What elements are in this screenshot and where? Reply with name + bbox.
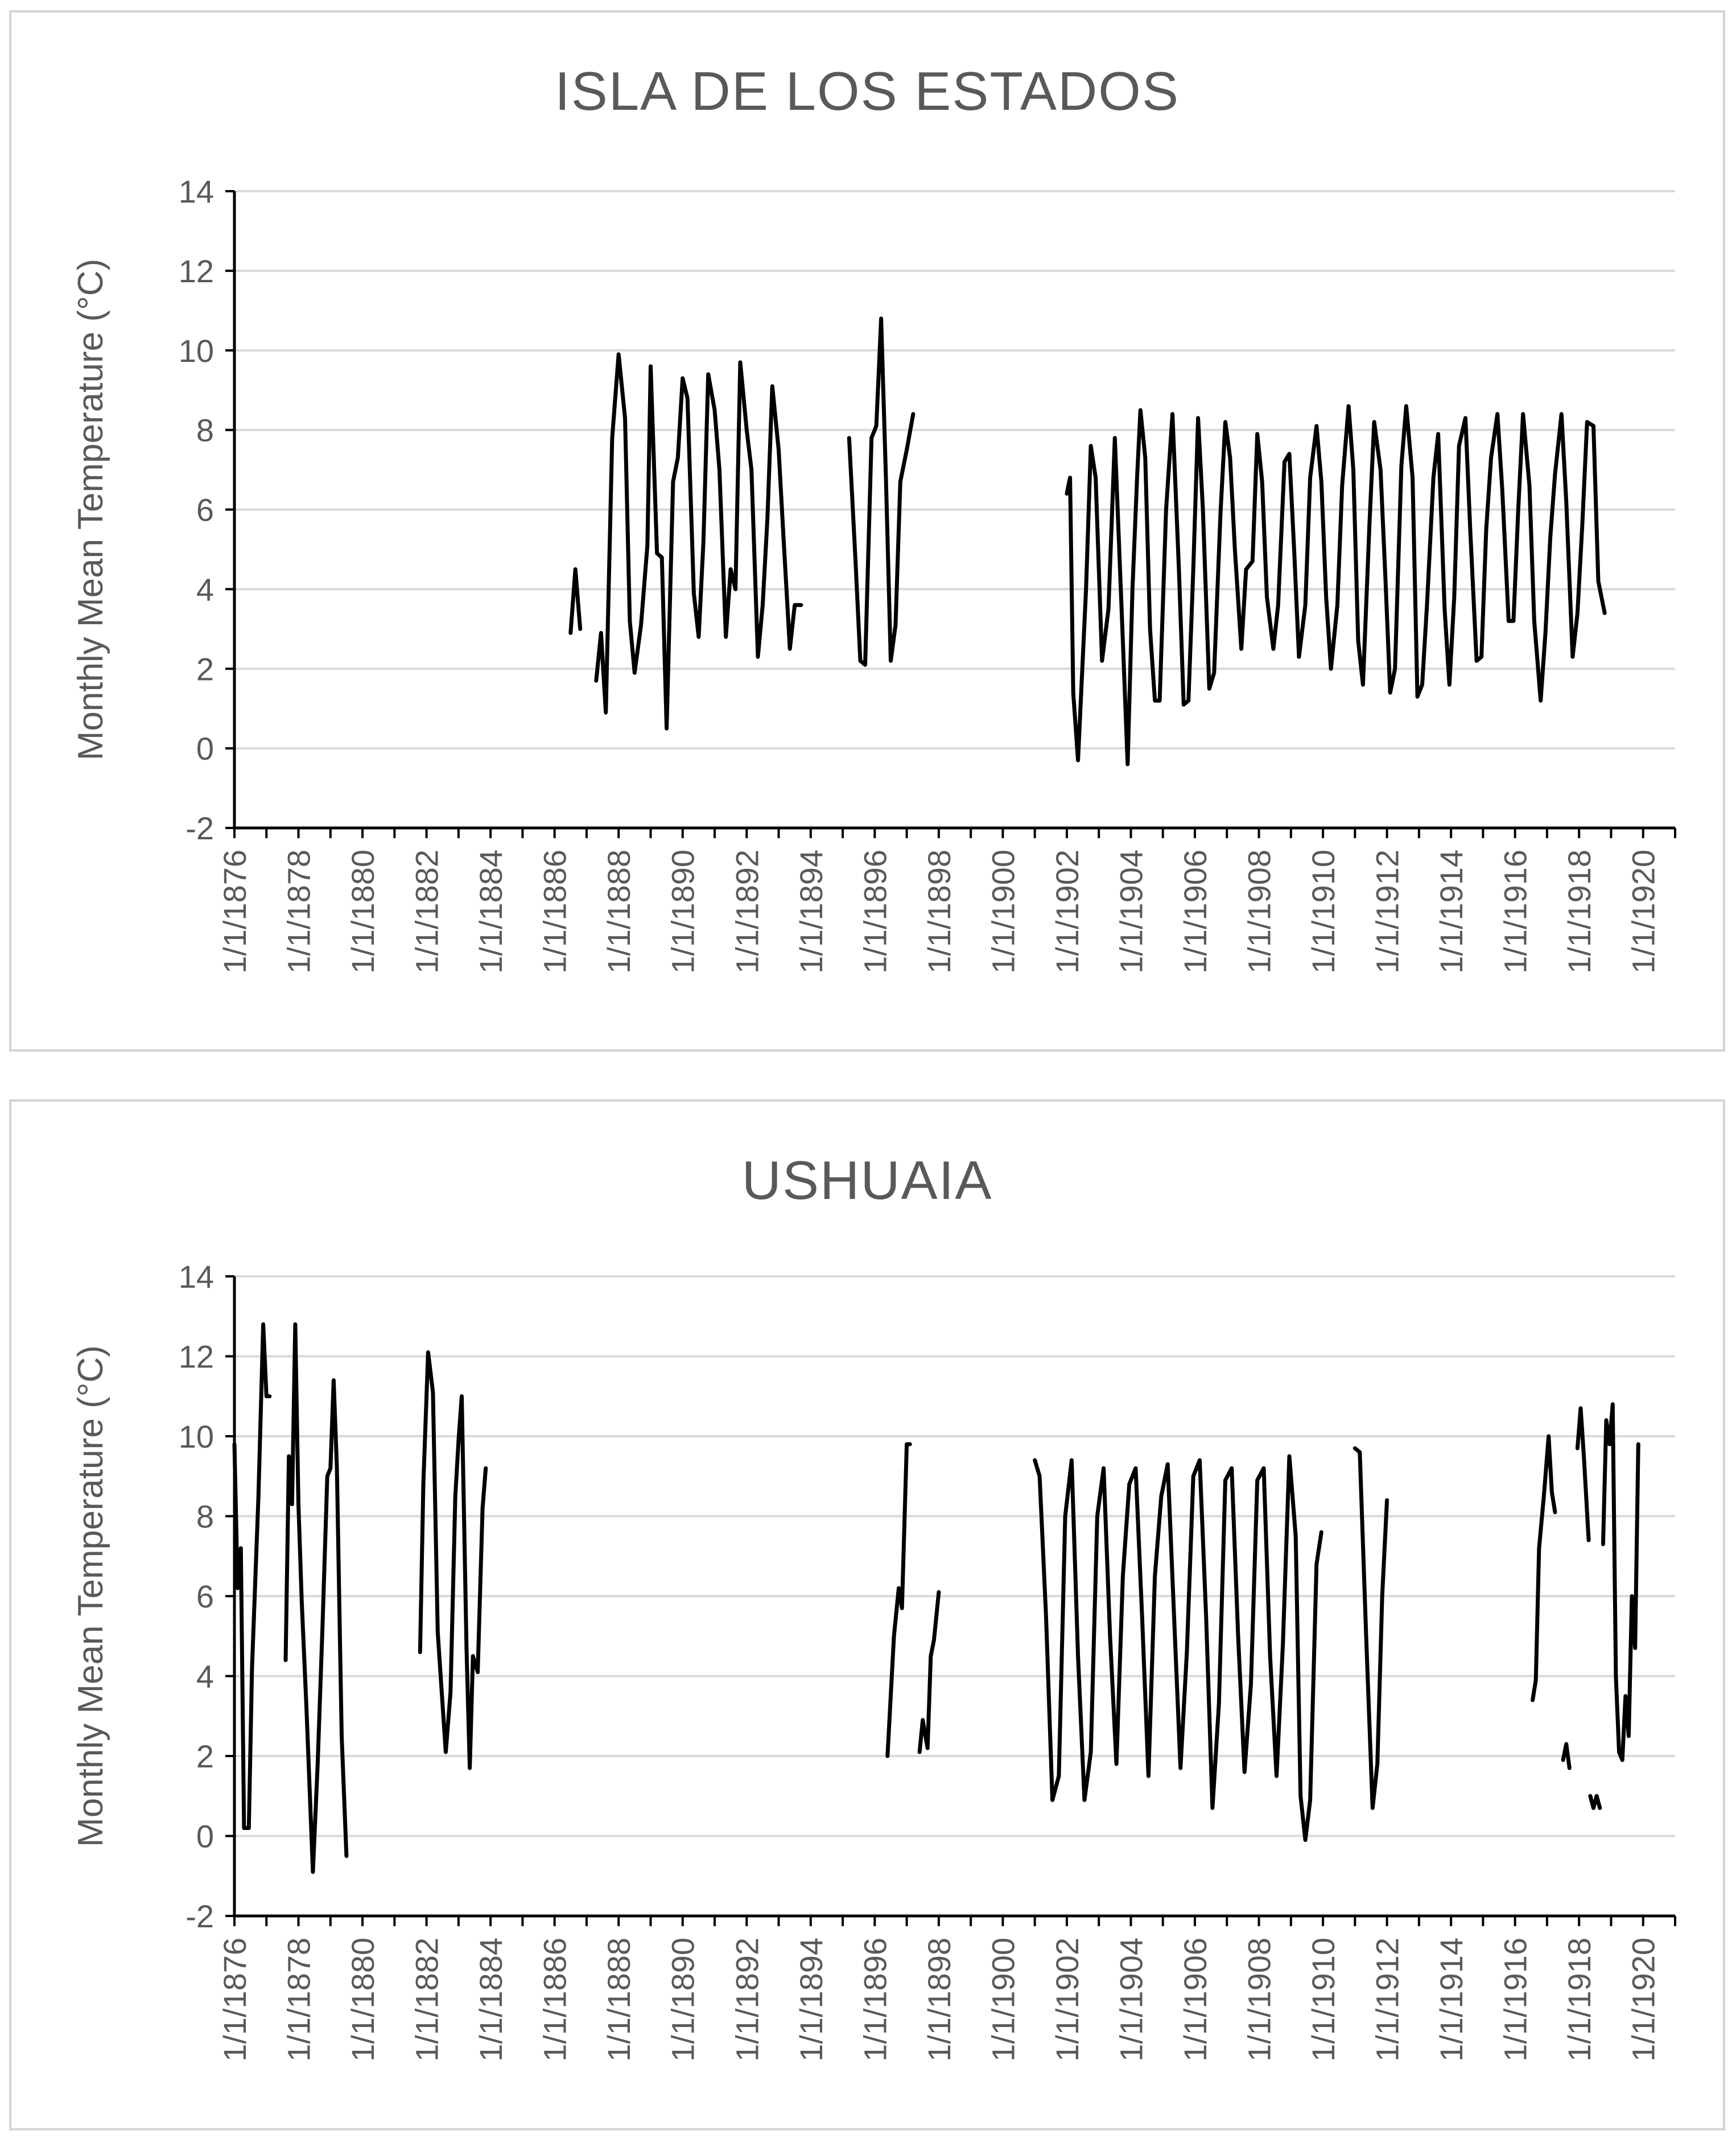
series-line-segment	[283, 1322, 349, 1874]
x-tick-label: 1/1/1910	[1305, 1938, 1341, 2062]
x-tick-label: 1/1/1878	[281, 1938, 317, 2062]
x-tick-label: 1/1/1920	[1626, 850, 1661, 974]
x-tick-label: 1/1/1890	[665, 1938, 701, 2062]
series-line-segment	[1352, 1446, 1389, 1810]
x-tick-label: 1/1/1890	[665, 850, 701, 974]
y-tick-label: 6	[196, 492, 214, 528]
x-tick-label: 1/1/1910	[1305, 850, 1341, 974]
chart-plot-ushuaia: -2 0 2 4 6 8 10 12 14 1/1/1876 1/1/1878 1/1/1880 1/1…	[71, 1259, 1676, 2062]
chart-panel-ushuaia: USHUAIA -2 0 2 4 6 8 10 12 14 1/1/1876 1/1/1878 1/1…	[9, 1099, 1725, 2130]
x-tick-label: 1/1/1884	[473, 850, 509, 974]
series-line-segment	[418, 1350, 488, 1770]
x-tick-label: 1/1/1916	[1498, 850, 1533, 974]
y-tick-label: 8	[196, 1499, 214, 1535]
y-tick-label: -2	[185, 810, 214, 846]
series-line-segment	[232, 1322, 272, 1830]
x-tick-label: 1/1/1876	[217, 1938, 253, 2062]
y-tick-label: 10	[179, 333, 214, 369]
x-tick-label: 1/1/1920	[1626, 1938, 1661, 2062]
y-tick-label: 14	[179, 1259, 214, 1295]
x-tick-label: 1/1/1878	[281, 850, 317, 974]
x-tick-label: 1/1/1886	[537, 1938, 573, 2062]
chart-panel-isla: ISLA DE LOS ESTADOS -2 0 2 4 6 8 10 12 14 1/1/187…	[9, 10, 1725, 1052]
x-tick-label: 1/1/1902	[1049, 850, 1085, 974]
x-tick-label: 1/1/1894	[793, 1938, 829, 2062]
x-tick-label: 1/1/1902	[1049, 1938, 1085, 2062]
x-tick-label: 1/1/1898	[921, 850, 957, 974]
x-tick-label: 1/1/1882	[409, 850, 445, 974]
y-axis-title: Monthly Mean Temperature (°C)	[71, 1345, 110, 1847]
x-tick-label: 1/1/1918	[1561, 1938, 1597, 2062]
x-tick-label: 1/1/1892	[729, 1938, 765, 2062]
x-tick-label: 1/1/1896	[857, 850, 893, 974]
series-line-segment	[1601, 1402, 1640, 1762]
y-tick-label: 0	[196, 1819, 214, 1854]
x-tick-label: 1/1/1906	[1177, 850, 1213, 974]
x-tick-label: 1/1/1908	[1242, 1938, 1277, 2062]
series-line-segment	[1065, 404, 1607, 766]
x-tick-label: 1/1/1908	[1242, 850, 1277, 974]
x-tick-label: 1/1/1880	[345, 850, 381, 974]
series-line-segment	[568, 567, 583, 635]
chart-plot-isla: -2 0 2 4 6 8 10 12 14 1/1/1876 1/1/1878 1/1/1880 1/1…	[71, 174, 1676, 974]
x-tick-label: 1/1/1906	[1177, 1938, 1213, 2062]
y-tick-label: 0	[196, 731, 214, 766]
x-tick-label: 1/1/1904	[1113, 850, 1149, 974]
x-tick-label: 1/1/1888	[601, 1938, 637, 2062]
x-tick-label: 1/1/1882	[409, 1938, 445, 2062]
x-tick-label: 1/1/1898	[921, 1938, 957, 2062]
y-tick-label: 4	[196, 571, 214, 607]
x-tick-label: 1/1/1900	[985, 850, 1021, 974]
chart-title: USHUAIA	[741, 1150, 993, 1211]
x-tick-label: 1/1/1892	[729, 850, 765, 974]
x-tick-label: 1/1/1912	[1370, 850, 1405, 974]
y-tick-label: 14	[179, 174, 214, 209]
series-line-segment	[1588, 1794, 1602, 1810]
chart-title: ISLA DE LOS ESTADOS	[555, 61, 1180, 122]
y-tick-label: 2	[196, 1738, 214, 1774]
y-tick-label: 12	[179, 253, 214, 289]
x-tick-label: 1/1/1900	[985, 1938, 1021, 2062]
x-tick-label: 1/1/1914	[1433, 1938, 1469, 2062]
x-tick-label: 1/1/1918	[1561, 850, 1597, 974]
x-tick-label: 1/1/1914	[1433, 850, 1469, 974]
x-tick-label: 1/1/1896	[857, 1938, 893, 2062]
x-tick-label: 1/1/1912	[1370, 1938, 1405, 2062]
y-axis-title: Monthly Mean Temperature (°C)	[71, 259, 110, 761]
x-tick-label: 1/1/1904	[1113, 1938, 1149, 2062]
y-tick-label: 12	[179, 1339, 214, 1375]
series-line-segment	[885, 1442, 912, 1758]
y-tick-label: 2	[196, 651, 214, 687]
series-line-segment	[847, 316, 916, 667]
x-tick-label: 1/1/1888	[601, 850, 637, 974]
y-tick-label: 10	[179, 1419, 214, 1454]
x-tick-label: 1/1/1880	[345, 1938, 381, 2062]
x-tick-label: 1/1/1876	[217, 850, 253, 974]
series-line-segment	[1531, 1434, 1557, 1703]
y-tick-label: 4	[196, 1659, 214, 1695]
x-tick-label: 1/1/1894	[793, 850, 829, 974]
series-line-segment	[1561, 1742, 1572, 1770]
x-tick-label: 1/1/1884	[473, 1938, 509, 2062]
series-line-segment	[594, 352, 803, 731]
series-line-segment	[917, 1590, 941, 1754]
series-line-segment	[1575, 1406, 1591, 1543]
y-tick-label: 8	[196, 413, 214, 448]
y-tick-label: -2	[185, 1898, 214, 1934]
x-tick-label: 1/1/1916	[1498, 1938, 1533, 2062]
y-tick-label: 6	[196, 1579, 214, 1614]
series-line-segment	[1033, 1454, 1323, 1842]
x-tick-label: 1/1/1886	[537, 850, 573, 974]
